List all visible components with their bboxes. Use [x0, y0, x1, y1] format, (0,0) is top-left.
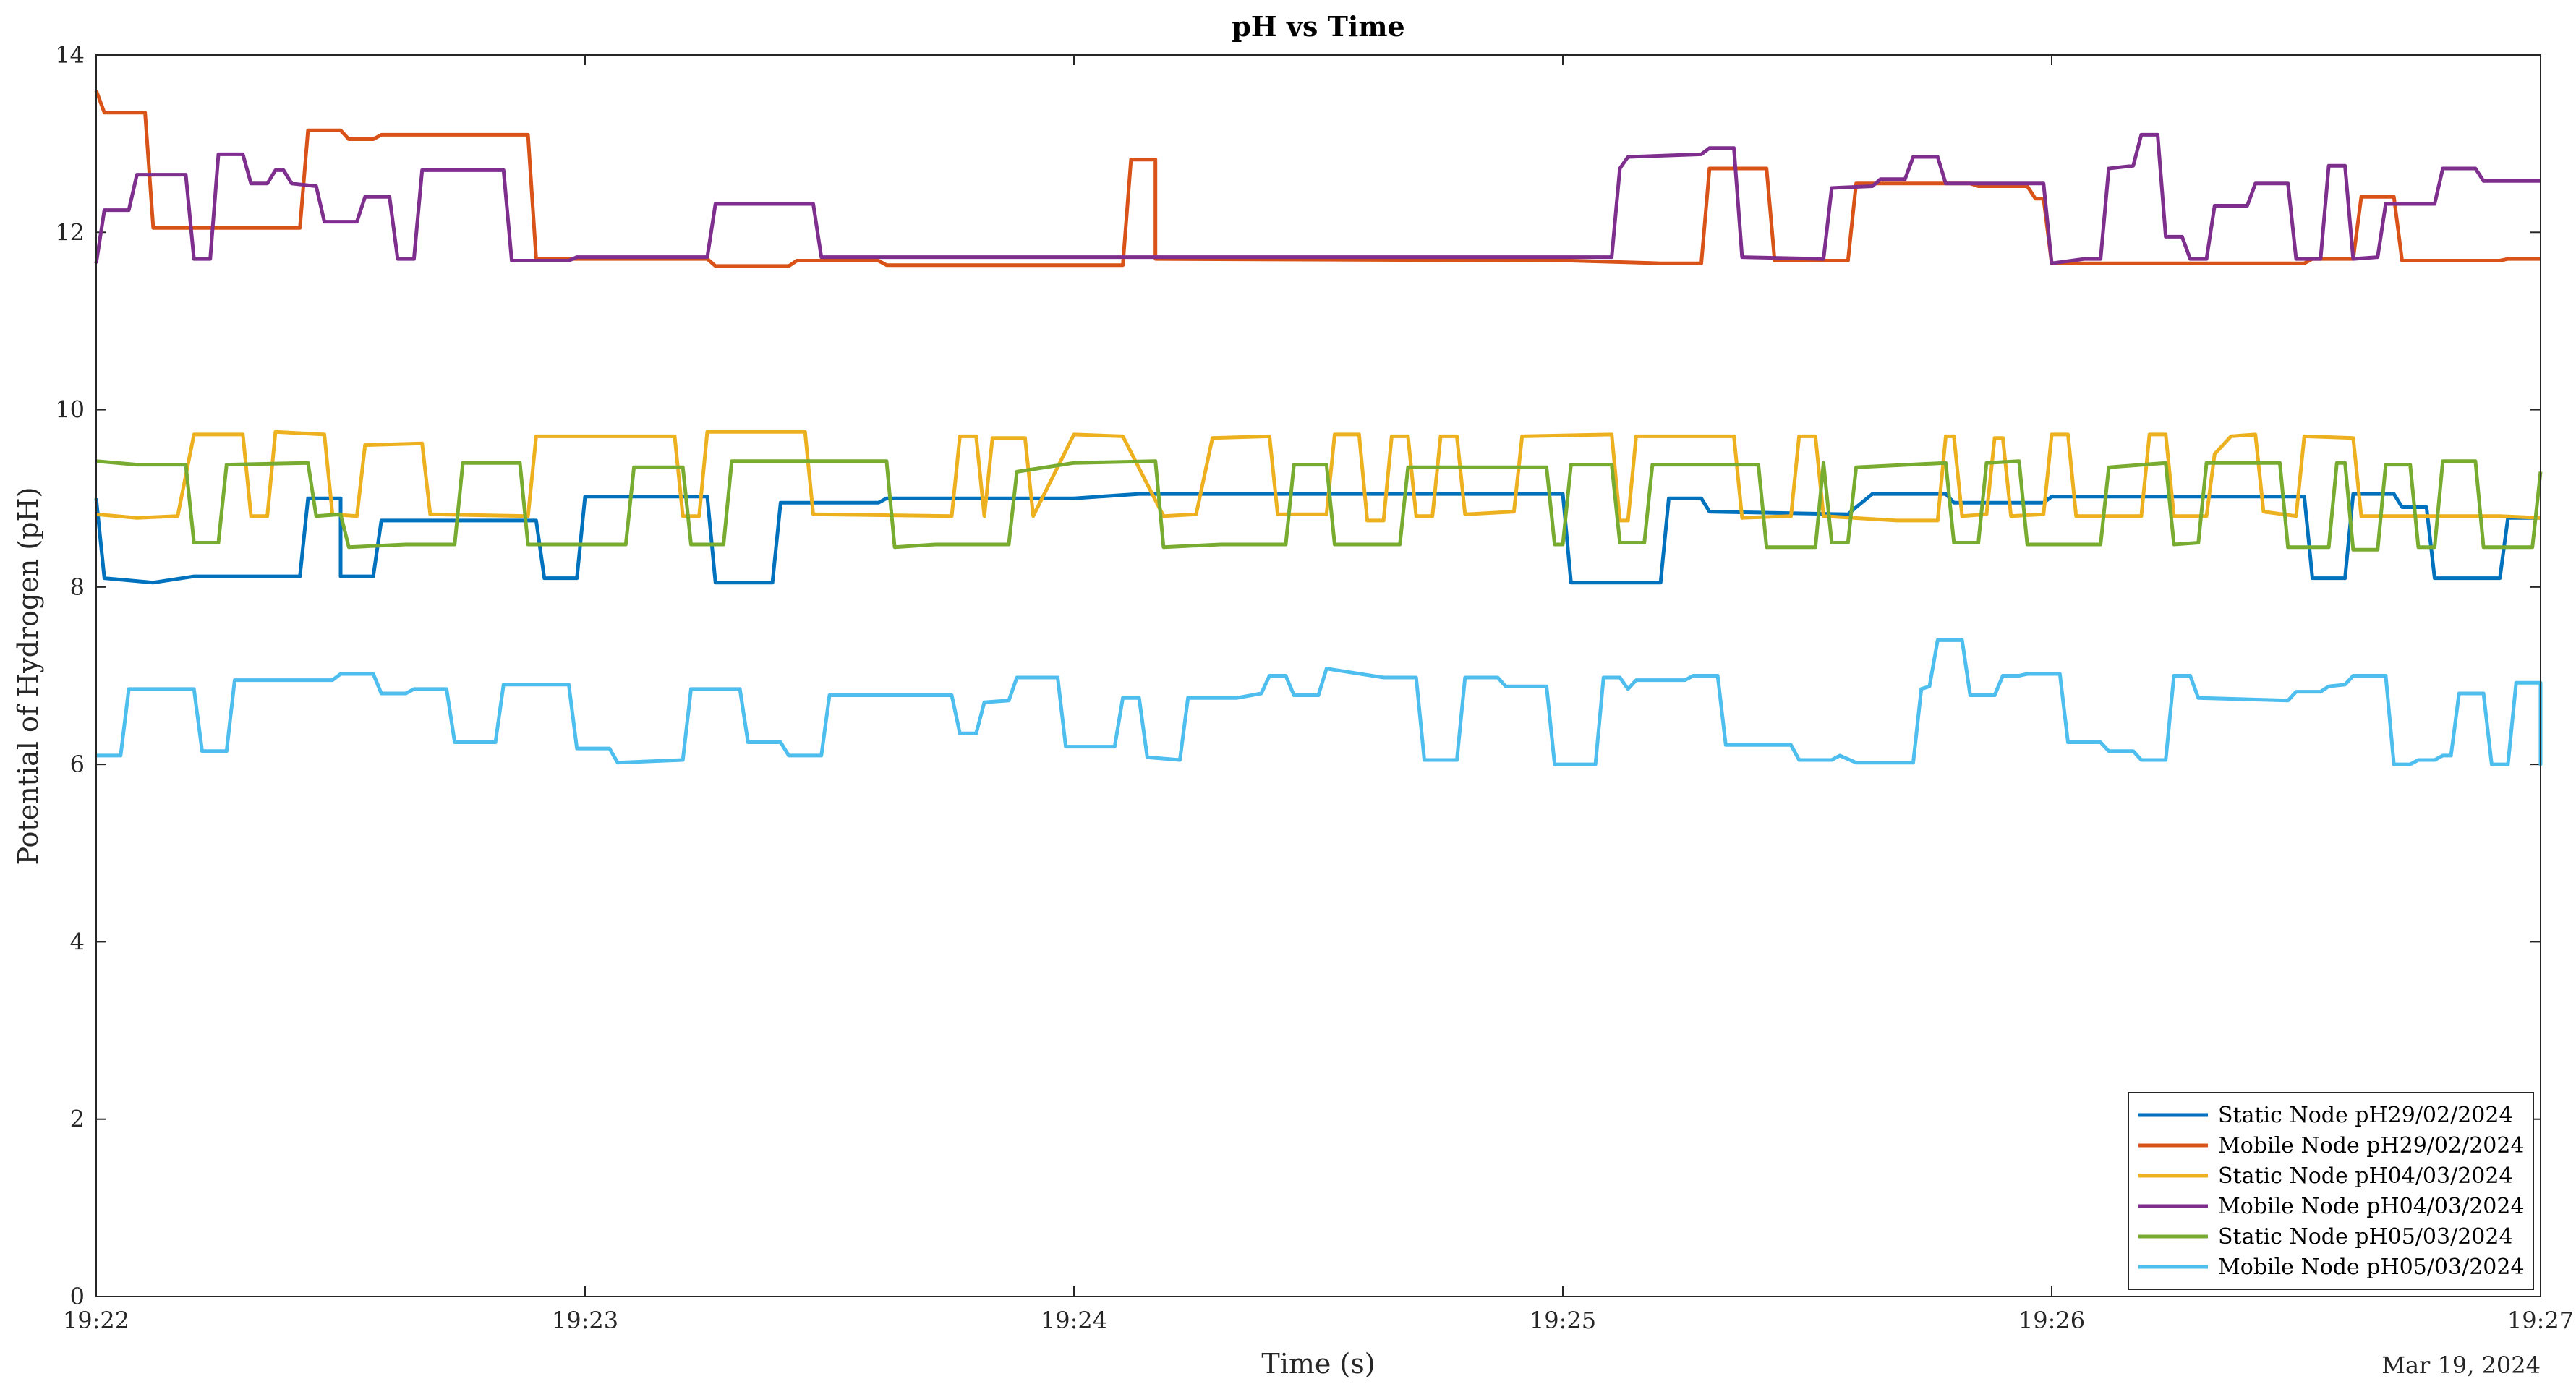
series-line-2 — [94, 90, 2541, 268]
y-tick-label: 6 — [70, 751, 85, 778]
y-tick-label: 8 — [70, 573, 85, 601]
series-line-5 — [95, 459, 2543, 552]
legend-box — [2128, 1092, 2534, 1290]
x-tick-label: 19:27 — [2507, 1307, 2574, 1334]
y-axis-label: Potential of Hydrogen (pH) — [12, 487, 44, 866]
legend-entry: Static Node pH05/03/2024 — [2218, 1224, 2513, 1249]
legend-entry: Static Node pH29/02/2024 — [2218, 1103, 2513, 1128]
series-line-1 — [94, 492, 2541, 585]
series-line-6 — [96, 638, 2543, 766]
chart-title: pH vs Time — [1232, 10, 1405, 43]
x-tick-label: 19:24 — [1041, 1307, 1107, 1334]
y-tick-label: 10 — [55, 396, 85, 424]
series-line-4 — [94, 132, 2541, 265]
x-tick-label: 19:26 — [2018, 1307, 2085, 1334]
legend-entry: Mobile Node pH05/03/2024 — [2218, 1255, 2525, 1280]
legend-entry: Static Node pH04/03/2024 — [2218, 1163, 2513, 1189]
plot-area-frame — [95, 54, 2541, 1297]
x-axis-label: Time (s) — [1261, 1348, 1375, 1380]
y-tick-label: 12 — [55, 218, 85, 246]
x-tick-label: 19:22 — [63, 1307, 129, 1334]
x-tick-label: 19:25 — [1530, 1307, 1596, 1334]
y-tick-label: 14 — [55, 41, 85, 69]
plot-lines — [94, 90, 2543, 766]
y-axis-ticks: 0 2 4 6 8 10 12 14 — [55, 41, 2541, 1310]
date-label: Mar 19, 2024 — [2381, 1351, 2541, 1379]
legend: Static Node pH29/02/2024 Mobile Node pH29… — [2128, 1092, 2534, 1290]
y-tick-label: 2 — [70, 1106, 85, 1133]
series-line-3 — [95, 430, 2541, 523]
x-axis-ticks: 19:22 19:23 19:24 19:25 19:26 19:27 — [63, 55, 2574, 1334]
y-tick-label: 4 — [70, 928, 85, 955]
x-tick-label: 19:23 — [552, 1307, 618, 1334]
legend-entry: Mobile Node pH04/03/2024 — [2218, 1194, 2525, 1219]
legend-entry: Mobile Node pH29/02/2024 — [2218, 1133, 2525, 1158]
y-tick-label: 0 — [70, 1283, 85, 1310]
